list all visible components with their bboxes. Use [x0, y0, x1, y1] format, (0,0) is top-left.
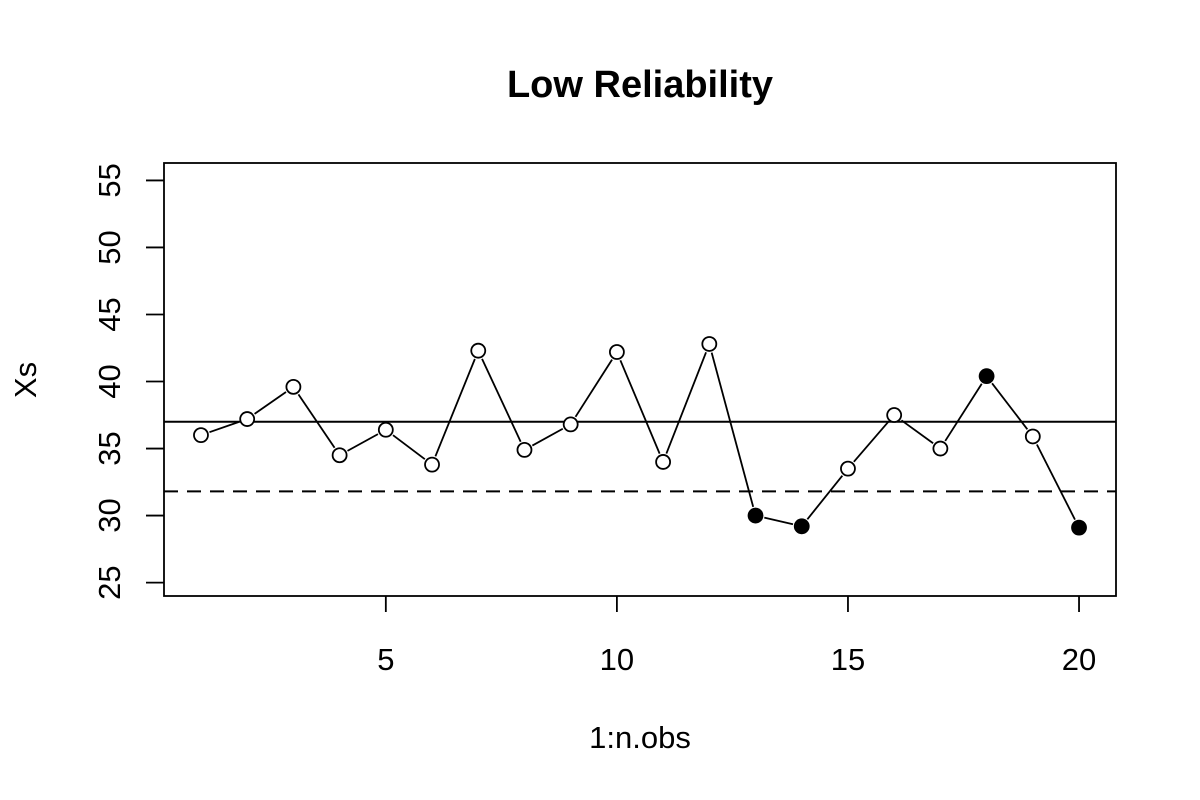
data-point: [1024, 428, 1041, 445]
data-point: [377, 421, 394, 438]
series-line-segment: [710, 352, 755, 508]
series-line-segment: [944, 383, 983, 442]
series-line-segment: [665, 352, 707, 454]
series-line-segment: [764, 516, 794, 526]
y-tick-label: 25: [92, 565, 127, 599]
data-point: [331, 447, 348, 464]
series-line-segment: [434, 358, 476, 457]
data-point: [608, 344, 625, 360]
data-point: [516, 441, 533, 458]
series-line-segment: [347, 433, 379, 452]
data-point: [655, 454, 672, 470]
series-line-segment: [574, 359, 613, 418]
data-point: [424, 456, 440, 473]
x-tick-label: 20: [1062, 642, 1096, 677]
series-line-segment: [531, 427, 564, 447]
series-line-segment: [991, 382, 1029, 430]
data-point: [470, 342, 487, 359]
series-line-segment: [297, 393, 336, 449]
data-point: [239, 411, 256, 427]
x-tick-label: 5: [377, 642, 394, 677]
series-line-segment: [1036, 444, 1076, 521]
data-point-filled: [1071, 519, 1087, 536]
y-tick-label: 45: [92, 297, 127, 331]
series-line-segment: [392, 434, 426, 460]
data-point: [285, 378, 302, 395]
series-line-segment: [481, 358, 522, 443]
y-tick-label: 40: [92, 364, 127, 398]
data-point-filled: [747, 507, 764, 524]
data-point: [932, 440, 949, 457]
series-line-segment: [900, 419, 934, 444]
chart-title: Low Reliability: [507, 64, 773, 106]
plot-layer: 5 10 15 20 25 30 35 40 45 50 55: [92, 163, 1116, 677]
y-tick-label: 30: [92, 498, 127, 532]
series-line-segment: [209, 421, 239, 434]
x-tick-label: 15: [831, 642, 865, 677]
data-point: [840, 460, 856, 477]
series-line-segment: [619, 359, 661, 454]
y-axis-label: Xs: [8, 362, 43, 398]
data-point-filled: [978, 368, 995, 385]
x-axis-label: 1:n.obs: [589, 720, 691, 755]
data-point: [562, 416, 579, 433]
plot-frame: [163, 162, 1117, 597]
data-point: [886, 407, 903, 423]
y-tick-label: 55: [92, 163, 127, 197]
y-tick-label: 50: [92, 230, 127, 264]
data-point: [193, 427, 209, 444]
series-line-segment: [806, 475, 844, 520]
x-tick-label: 10: [600, 642, 634, 677]
y-tick-label: 35: [92, 431, 127, 465]
series-line-segment: [254, 391, 287, 415]
data-point: [701, 336, 718, 352]
data-point-filled: [793, 518, 810, 535]
series-line-segment: [853, 421, 889, 463]
